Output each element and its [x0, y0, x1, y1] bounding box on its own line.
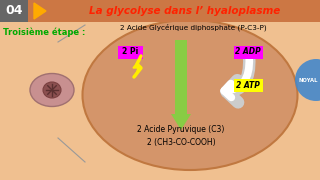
Text: 04: 04 — [5, 4, 23, 17]
Bar — [0, 0, 28, 22]
Ellipse shape — [83, 20, 298, 170]
Ellipse shape — [295, 59, 320, 101]
Text: 2 Acide Glycérique diphosphate (P-C3-P): 2 Acide Glycérique diphosphate (P-C3-P) — [120, 23, 266, 31]
Ellipse shape — [30, 73, 74, 107]
Text: 2 Acide Pyruvique (C3): 2 Acide Pyruvique (C3) — [137, 125, 225, 134]
Text: 2 ATP: 2 ATP — [236, 80, 260, 89]
FancyBboxPatch shape — [234, 78, 262, 91]
Text: 2 Pi: 2 Pi — [122, 48, 138, 57]
Polygon shape — [34, 3, 46, 19]
Text: La glycolyse dans l’ hyaloplasme: La glycolyse dans l’ hyaloplasme — [89, 6, 281, 16]
Bar — [0, 0, 320, 22]
Ellipse shape — [43, 82, 61, 98]
Text: 2 ADP: 2 ADP — [235, 48, 261, 57]
FancyArrow shape — [171, 40, 191, 130]
Polygon shape — [133, 56, 142, 77]
FancyArrowPatch shape — [227, 58, 249, 102]
FancyArrowPatch shape — [224, 58, 249, 97]
Text: NOYAL: NOYAL — [298, 78, 318, 82]
Text: 2 (CH3-CO-COOH): 2 (CH3-CO-COOH) — [147, 138, 215, 147]
FancyBboxPatch shape — [234, 46, 262, 58]
Text: Troisième étape :: Troisième étape : — [3, 27, 85, 37]
FancyBboxPatch shape — [117, 46, 142, 58]
